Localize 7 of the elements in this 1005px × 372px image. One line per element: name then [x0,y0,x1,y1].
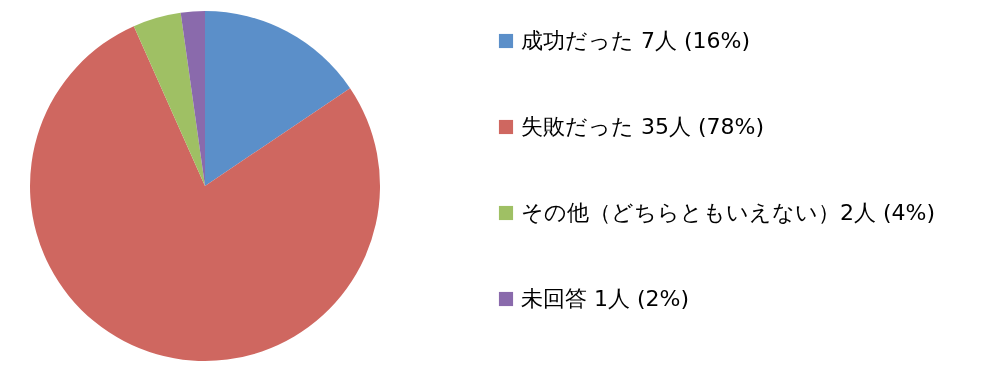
pie-slice [30,26,380,361]
pie-slice [133,12,205,186]
legend-label: 失敗だった 35人 (78%) [521,114,765,139]
legend-label: 成功だった 7人 (16%) [521,28,751,53]
legend-label: その他（どちらともいえない）2人 (4%) [521,200,936,225]
pie-slice [205,11,351,186]
legend-label: 未回答 1人 (2%) [521,286,690,311]
